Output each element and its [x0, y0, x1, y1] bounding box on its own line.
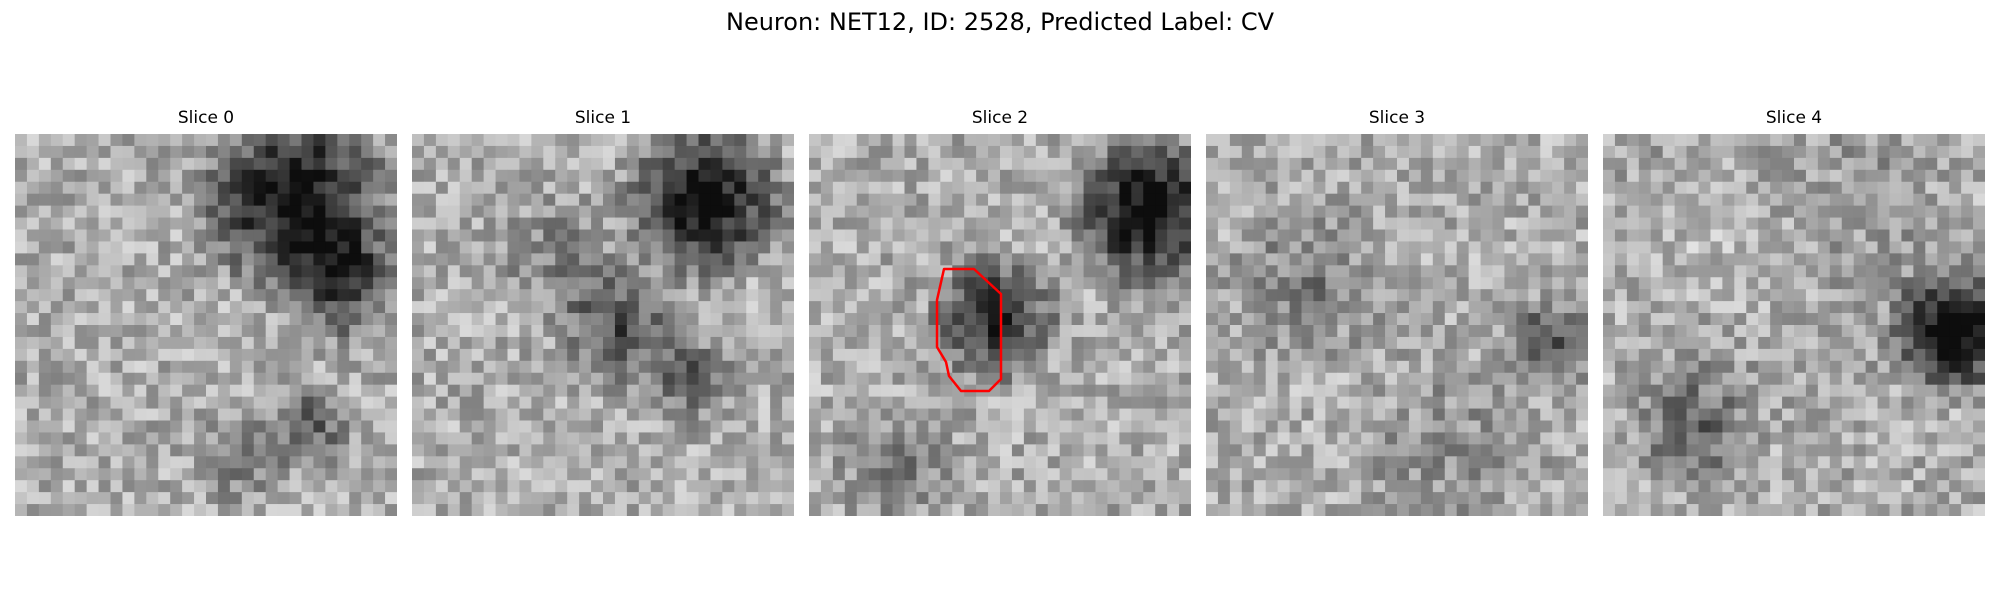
slice-panel-2: Slice 2 — [809, 108, 1191, 516]
slice-image-0 — [15, 134, 397, 516]
slice-title-3: Slice 3 — [1368, 108, 1426, 128]
slice-image-2 — [809, 134, 1191, 516]
roi-outline — [935, 267, 1003, 393]
slice-title-0: Slice 0 — [177, 108, 235, 128]
slice-panel-3: Slice 3 — [1206, 108, 1588, 516]
slice-image-4 — [1603, 134, 1985, 516]
slice-panel-0: Slice 0 — [15, 108, 397, 516]
image-pixels — [1603, 134, 1985, 516]
slice-panel-1: Slice 1 — [412, 108, 794, 516]
slice-title-4: Slice 4 — [1765, 108, 1823, 128]
slice-image-1 — [412, 134, 794, 516]
image-pixels — [1206, 134, 1588, 516]
image-pixels — [15, 134, 397, 516]
slice-panel-4: Slice 4 — [1603, 108, 1985, 516]
slice-title-1: Slice 1 — [574, 108, 632, 128]
figure-title: Neuron: NET12, ID: 2528, Predicted Label… — [726, 8, 1274, 36]
image-pixels — [809, 134, 1191, 516]
image-pixels — [412, 134, 794, 516]
slice-image-3 — [1206, 134, 1588, 516]
slice-title-2: Slice 2 — [971, 108, 1029, 128]
